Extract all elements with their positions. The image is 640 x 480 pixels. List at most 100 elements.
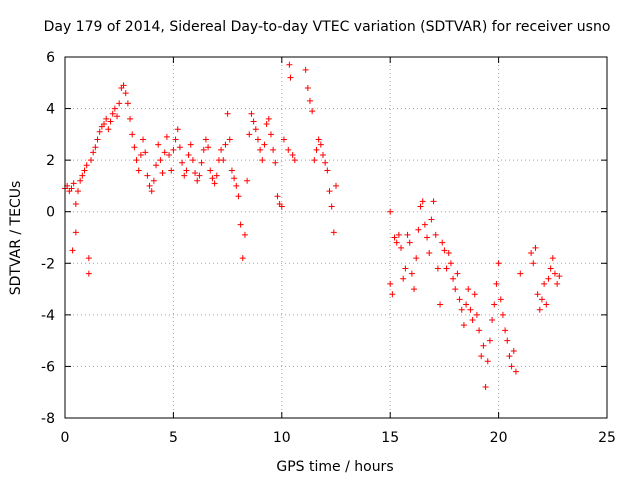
tick-labels: 0 5 10 15 20 25 -8 -6 -4 -2 0 2 4 6	[41, 50, 616, 446]
data-point	[517, 270, 524, 277]
data-point	[415, 226, 422, 233]
data-point	[447, 260, 454, 267]
data-point	[146, 182, 153, 189]
data-point	[330, 229, 337, 236]
data-point	[155, 141, 162, 148]
data-point	[395, 231, 402, 238]
data-point	[424, 234, 431, 241]
data-point	[528, 249, 535, 256]
data-point	[497, 296, 504, 303]
data-point	[508, 363, 515, 370]
data-point	[252, 126, 259, 133]
data-point	[437, 301, 444, 308]
data-point	[218, 146, 225, 153]
plot-frame	[64, 56, 608, 419]
data-point	[543, 301, 550, 308]
data-point	[172, 136, 179, 143]
data-point	[88, 157, 95, 164]
data-point	[450, 275, 457, 282]
data-point	[133, 157, 140, 164]
x-axis-label: GPS time / hours	[276, 459, 393, 475]
data-point	[176, 144, 183, 151]
data-point	[237, 221, 244, 228]
data-point	[278, 203, 285, 210]
data-point	[69, 247, 76, 254]
data-point	[478, 353, 485, 360]
data-point	[183, 167, 190, 174]
data-point	[144, 172, 151, 179]
data-point	[463, 301, 470, 308]
data-point	[185, 151, 192, 158]
data-point	[211, 180, 218, 187]
data-point	[101, 121, 108, 128]
data-point	[387, 208, 394, 215]
data-point	[246, 131, 253, 138]
data-point	[213, 172, 220, 179]
data-point	[194, 177, 201, 184]
data-point	[291, 157, 298, 164]
data-point	[96, 128, 103, 135]
data-point	[289, 151, 296, 158]
data-point	[244, 177, 251, 184]
data-point	[510, 347, 517, 354]
data-point	[124, 100, 131, 107]
x-tick-label: 15	[381, 430, 399, 446]
data-point	[231, 175, 238, 182]
data-point	[391, 234, 398, 241]
data-point	[170, 146, 177, 153]
data-point	[302, 66, 309, 73]
data-point	[198, 159, 205, 166]
data-point	[322, 159, 329, 166]
y-tick-label: -6	[41, 359, 55, 375]
data-point	[534, 291, 541, 298]
data-point	[541, 280, 548, 287]
data-point	[545, 275, 552, 282]
data-point	[142, 149, 149, 156]
data-point	[209, 175, 216, 182]
data-point	[426, 249, 433, 256]
data-point	[257, 146, 264, 153]
data-point	[491, 301, 498, 308]
data-point	[120, 82, 127, 89]
data-point	[484, 358, 491, 365]
data-point	[319, 151, 326, 158]
data-point	[129, 131, 136, 138]
data-point	[116, 100, 123, 107]
data-point	[103, 115, 110, 122]
data-point	[127, 115, 134, 122]
data-point	[398, 244, 405, 251]
data-point	[150, 177, 157, 184]
data-point	[131, 144, 138, 151]
data-point	[72, 229, 79, 236]
data-point	[473, 311, 480, 318]
data-point	[413, 255, 420, 262]
data-point	[107, 118, 114, 125]
data-point	[404, 231, 411, 238]
data-point	[202, 136, 209, 143]
data-point	[333, 182, 339, 189]
data-point	[389, 291, 396, 298]
data-point	[239, 255, 246, 262]
data-point	[454, 270, 461, 277]
data-point	[304, 84, 311, 91]
data-point	[135, 167, 142, 174]
data-point	[317, 141, 324, 148]
data-point	[222, 141, 229, 148]
data-point	[486, 337, 493, 344]
data-point	[547, 265, 554, 272]
data-point	[72, 200, 79, 207]
data-point	[254, 136, 261, 143]
data-point	[402, 265, 409, 272]
data-point	[200, 146, 207, 153]
data-point	[480, 342, 487, 349]
data-point	[220, 157, 227, 164]
data-point	[502, 327, 509, 334]
data-point	[495, 260, 502, 267]
data-point	[241, 231, 248, 238]
data-point	[181, 172, 188, 179]
x-tick-label: 5	[169, 430, 178, 446]
data-point	[554, 280, 561, 287]
data-point	[157, 157, 164, 164]
data-point	[267, 131, 274, 138]
